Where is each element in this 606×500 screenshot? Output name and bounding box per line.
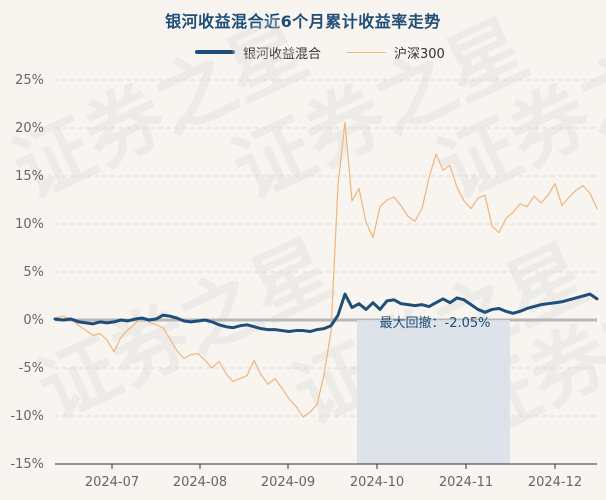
legend-item-沪深300: 沪深300 — [346, 42, 445, 62]
y-tick-label: 5% — [23, 265, 44, 280]
legend: 银河收益混合 沪深300 — [0, 42, 606, 62]
drawdown-shade-layer — [357, 320, 510, 464]
y-tick-label: 20% — [15, 121, 44, 136]
y-tick-label: 10% — [15, 217, 44, 232]
x-tick-label: 2024-12 — [528, 475, 582, 490]
y-tick-label: 0% — [23, 313, 44, 328]
drawdown-region — [357, 320, 510, 464]
series-layer — [53, 121, 599, 418]
x-tick-label: 2024-10 — [350, 475, 404, 490]
x-tick-label: 2024-11 — [439, 475, 493, 490]
chart-title: 银河收益混合近6个月累计收益率走势 — [165, 12, 441, 31]
legend-label: 沪深300 — [394, 46, 445, 62]
y-tick-label: -5% — [19, 361, 44, 376]
y-tick-label: -15% — [10, 457, 44, 472]
legend-label: 银河收益混合 — [243, 46, 322, 62]
legend-item-银河收益混合: 银河收益混合 — [195, 42, 321, 62]
watermark-layer: 证券之星证券之星证券之星证券之星证券之星证券之星 — [0, 4, 606, 457]
annotation-layer: 最大回撤：-2.05% — [380, 315, 491, 331]
series-line-银河收益混合 — [53, 292, 599, 334]
drawdown-annotation: 最大回撤：-2.05% — [380, 315, 491, 331]
axis-layer: 2024-07 2024-08 2024-09 2024-10 2024-11 2024-… — [55, 463, 597, 490]
x-tick-label: 2024-07 — [85, 475, 139, 490]
legend-line — [346, 51, 386, 53]
legend-line — [195, 50, 235, 54]
x-tick-label: 2024-08 — [173, 475, 227, 490]
y-tick-label: 15% — [15, 169, 44, 184]
y-tick-label: 25% — [15, 73, 44, 88]
y-tick-label: -10% — [10, 409, 44, 424]
x-tick-label: 2024-09 — [261, 475, 315, 490]
